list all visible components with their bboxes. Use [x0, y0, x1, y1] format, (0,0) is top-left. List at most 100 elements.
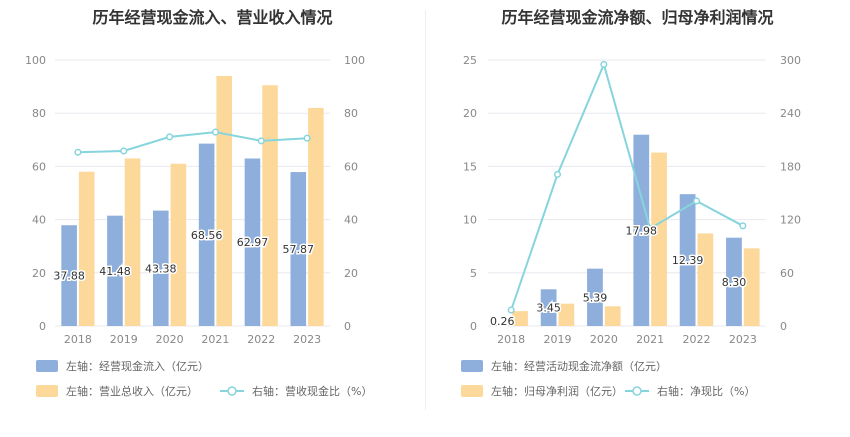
bar-series-2 — [78, 171, 95, 326]
x-tick-label: 2018 — [497, 333, 525, 346]
y-tick-label-left: 20 — [463, 107, 477, 120]
bar-series-1 — [198, 143, 215, 326]
y-tick-label-right: 180 — [780, 160, 801, 173]
bar-data-label: 68.56 — [191, 229, 223, 242]
x-tick-label: 2019 — [544, 333, 572, 346]
legend-label: 左轴：归母净利润（亿元） — [491, 384, 623, 398]
y-tick-label-right: 240 — [780, 107, 801, 120]
legend-swatch-bar-1 — [461, 360, 483, 372]
bar-series-1 — [679, 194, 696, 326]
bar-data-label: 17.98 — [626, 224, 658, 237]
y-tick-label-left: 25 — [463, 54, 477, 67]
legend-label: 左轴：经营现金流入（亿元） — [66, 359, 209, 373]
y-tick-label-right: 60 — [780, 267, 794, 280]
x-tick-label: 2018 — [64, 333, 92, 346]
legend-swatch-bar-2 — [461, 385, 483, 397]
bar-data-label: 0.26 — [490, 315, 514, 328]
legend-swatch-point — [632, 386, 642, 396]
bar-data-label: 57.87 — [283, 243, 315, 256]
y-tick-label-left: 100 — [25, 54, 46, 67]
y-tick-label-left: 0 — [470, 320, 477, 333]
line-point — [507, 306, 515, 314]
bar-series-2 — [558, 303, 575, 326]
x-tick-label: 2022 — [683, 333, 711, 346]
legend-swatch-point — [227, 386, 237, 396]
bar-series-1 — [587, 268, 603, 326]
bar-data-label: 5.39 — [583, 291, 608, 304]
line-point — [211, 128, 219, 136]
chart-netcash-profit: 0 5 10 15 20 25 0 60 120 180 240 300 2018 2019 2020 202… — [461, 54, 801, 398]
line-point — [739, 222, 747, 230]
y-tick-label-right: 0 — [344, 320, 351, 333]
y-tick-label-right: 40 — [344, 214, 358, 227]
bar-data-label: 3.45 — [536, 302, 561, 315]
x-tick-label: 2020 — [590, 333, 618, 346]
bar-data-label: 37.88 — [53, 270, 85, 283]
bar-series-2 — [262, 85, 278, 327]
bar-data-label: 62.97 — [237, 236, 269, 249]
bar-series-2 — [697, 233, 714, 326]
line-series — [77, 131, 308, 154]
bar-data-label: 8.30 — [722, 276, 747, 289]
x-tick-label: 2023 — [729, 333, 757, 346]
line-point — [166, 133, 174, 141]
bar-data-label: 41.48 — [99, 265, 131, 278]
line-point — [646, 224, 654, 233]
legend-swatch-bar-1 — [36, 360, 58, 372]
bar-series-1 — [494, 323, 511, 326]
bar-series-1 — [107, 215, 123, 326]
y-tick-label-left: 20 — [32, 267, 46, 280]
bar-series-1 — [244, 158, 261, 326]
y-tick-label-right: 20 — [344, 267, 358, 280]
y-tick-label-right: 300 — [780, 54, 801, 67]
line-point — [692, 197, 701, 205]
y-tick-label-left: 5 — [470, 267, 477, 280]
y-tick-label-right: 120 — [780, 214, 801, 227]
y-tick-label-left: 40 — [32, 214, 46, 227]
line-point — [257, 137, 265, 145]
y-tick-label-right: 0 — [780, 320, 787, 333]
y-tick-label-left: 10 — [463, 214, 477, 227]
chart-title: 历年经营现金流入、营业收入情况 — [92, 8, 333, 27]
bar-series-1 — [290, 172, 307, 326]
panel-divider — [425, 10, 426, 410]
line-point — [303, 134, 311, 142]
bar-series-2 — [604, 306, 621, 326]
bar-series-2 — [308, 107, 324, 326]
chart-title: 历年经营现金流净额、归母净利润情况 — [501, 8, 774, 27]
line-series — [510, 61, 744, 311]
bar-series-2 — [170, 163, 187, 326]
y-tick-label-left: 15 — [463, 160, 477, 173]
chart-cashflow-revenue: 0 20 40 60 80 100 0 20 40 60 80 100 2018 2019 2020 2021… — [25, 54, 372, 398]
bar-series-1 — [61, 225, 77, 326]
bar-series-2 — [216, 75, 232, 327]
bar-series-2 — [743, 248, 760, 326]
bar-series-2 — [124, 158, 141, 326]
y-tick-label-left: 80 — [32, 107, 46, 120]
legend-label: 左轴：营业总收入（亿元） — [66, 384, 198, 398]
bar-series-1 — [540, 289, 557, 326]
bar-series-1 — [153, 210, 169, 326]
line-point — [74, 148, 82, 156]
bar-series-2 — [651, 152, 667, 326]
legend-label: 右轴：营收现金比（%） — [252, 384, 372, 398]
y-tick-label-right: 80 — [344, 107, 358, 120]
x-tick-label: 2021 — [636, 333, 664, 346]
bar-series-2 — [512, 311, 528, 326]
bar-data-label: 12.39 — [672, 254, 704, 267]
x-tick-label: 2023 — [293, 333, 321, 346]
line-point — [600, 60, 608, 68]
bar-series-1 — [726, 237, 742, 326]
chart-panel-cashflow-revenue: 历年经营现金流入、营业收入情况 0 20 40 60 80 100 0 20 40 60 80 100… — [25, 8, 372, 398]
line-point — [553, 170, 562, 178]
x-tick-label: 2022 — [247, 333, 275, 346]
legend-label: 左轴：经营活动现金流净额（亿元） — [491, 359, 667, 373]
x-tick-label: 2021 — [201, 333, 229, 346]
y-tick-label-left: 0 — [39, 320, 46, 333]
y-tick-label-right: 100 — [344, 54, 365, 67]
y-tick-label-right: 60 — [344, 160, 358, 173]
legend-label: 右轴：净现比（%） — [657, 384, 755, 398]
x-tick-label: 2020 — [156, 333, 184, 346]
legend-swatch-bar-2 — [36, 385, 58, 397]
